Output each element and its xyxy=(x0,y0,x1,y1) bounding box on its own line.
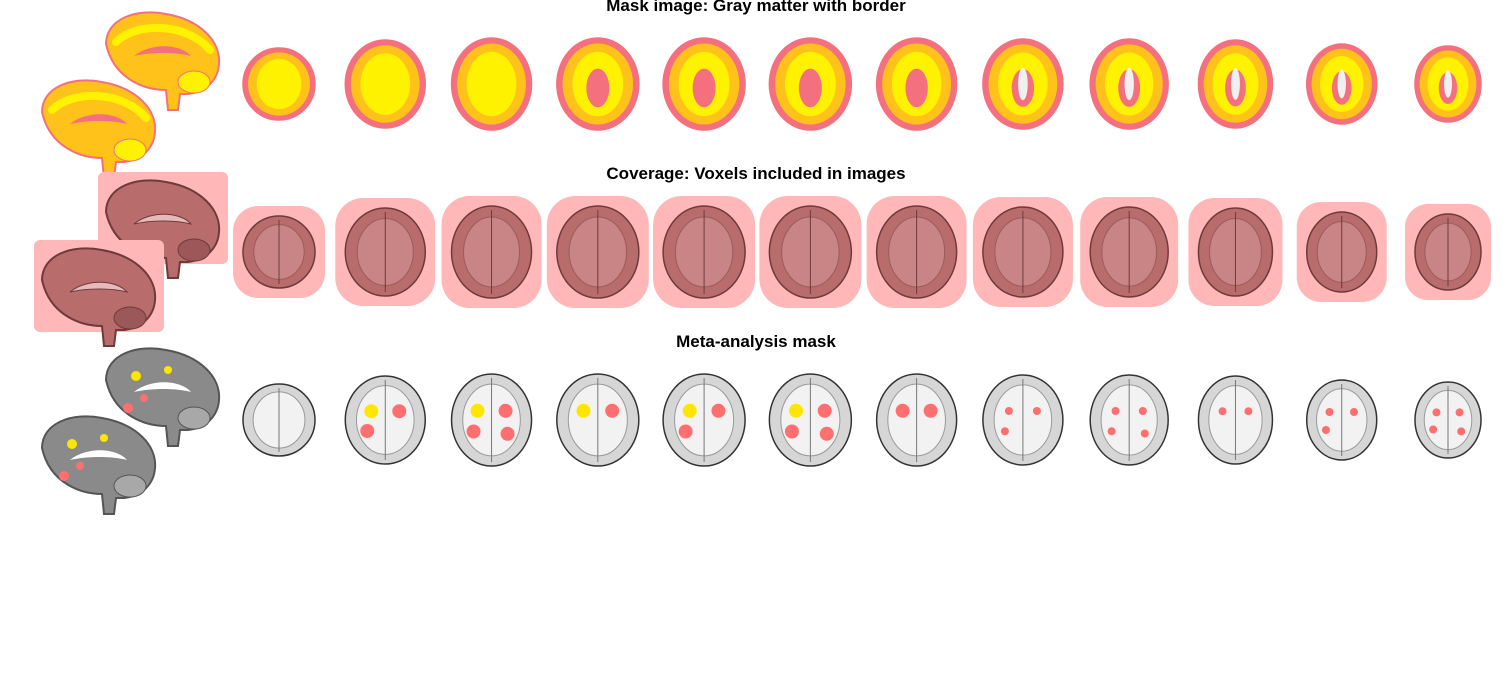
activation-blob xyxy=(678,424,693,439)
activation-blob xyxy=(140,394,148,402)
white-matter xyxy=(586,68,610,108)
activation-blob xyxy=(164,366,172,374)
white-matter xyxy=(798,68,822,108)
corpus-callosum xyxy=(70,450,127,460)
activation-blob xyxy=(1138,407,1147,415)
activation-blob xyxy=(1429,425,1438,434)
gray-matter-band xyxy=(112,23,214,54)
activation-blob xyxy=(364,404,379,419)
activation-blob xyxy=(1032,407,1041,415)
activation-blob xyxy=(784,424,799,439)
gray-matter-core xyxy=(360,53,411,115)
row-title-coverage: Coverage: Voxels included in images xyxy=(606,164,906,183)
activation-blob xyxy=(76,462,84,470)
ventricle xyxy=(1231,68,1240,100)
activation-blob xyxy=(392,404,407,419)
white-matter xyxy=(692,68,716,108)
activation-blob xyxy=(682,403,697,418)
activation-blob xyxy=(67,439,77,449)
row-title-mask: Mask image: Gray matter with border xyxy=(606,0,906,15)
activation-blob xyxy=(789,403,804,418)
activation-blob xyxy=(466,424,481,439)
row-coverage xyxy=(34,172,1491,347)
sagittal-brain xyxy=(40,415,157,515)
activation-blob xyxy=(1218,407,1227,416)
activation-blob xyxy=(1349,408,1358,416)
activation-blob xyxy=(131,371,141,381)
cerebellum xyxy=(113,306,147,330)
activation-blob xyxy=(1244,407,1253,416)
ventricle xyxy=(1444,70,1452,98)
row-meta xyxy=(40,347,1482,515)
gray-matter-core xyxy=(466,51,517,117)
activation-blob xyxy=(895,403,910,418)
corpus-callosum xyxy=(70,114,127,124)
row-mask xyxy=(40,11,1482,179)
activation-blob xyxy=(711,403,726,418)
activation-blob xyxy=(576,403,591,418)
cerebellum xyxy=(177,70,211,94)
activation-blob xyxy=(360,424,375,438)
activation-blob xyxy=(1140,429,1149,438)
activation-blob xyxy=(500,426,515,441)
cerebellum xyxy=(177,406,211,430)
activation-blob xyxy=(1004,407,1013,415)
row-title-meta: Meta-analysis mask xyxy=(676,332,836,351)
activation-blob xyxy=(100,434,108,442)
activation-blob xyxy=(923,403,938,418)
activation-blob xyxy=(1107,427,1116,436)
activation-blob xyxy=(470,403,485,418)
ventricle xyxy=(1124,67,1134,101)
activation-blob xyxy=(1432,408,1441,417)
activation-blob xyxy=(817,403,832,418)
cerebellum xyxy=(113,474,147,498)
activation-blob xyxy=(1457,427,1466,436)
activation-blob xyxy=(1111,407,1120,415)
corpus-callosum xyxy=(133,213,193,225)
corpus-callosum xyxy=(134,46,191,56)
activation-blob xyxy=(605,403,620,418)
activation-blob xyxy=(498,403,513,418)
corpus-callosum xyxy=(134,382,191,392)
activation-blob xyxy=(1455,408,1464,417)
ventricle xyxy=(1018,67,1028,101)
activation-blob xyxy=(59,471,69,481)
gray-matter-core xyxy=(256,58,302,110)
activation-blob xyxy=(1000,427,1009,436)
activation-blob xyxy=(819,426,834,441)
gray-matter-band xyxy=(48,91,150,122)
activation-blob xyxy=(1325,408,1334,416)
cerebellum xyxy=(113,138,147,162)
corpus-callosum xyxy=(69,281,129,293)
cerebellum xyxy=(177,238,211,262)
white-matter xyxy=(905,68,928,108)
ventricle xyxy=(1337,69,1346,99)
activation-blob xyxy=(123,403,133,413)
activation-blob xyxy=(1321,426,1330,434)
